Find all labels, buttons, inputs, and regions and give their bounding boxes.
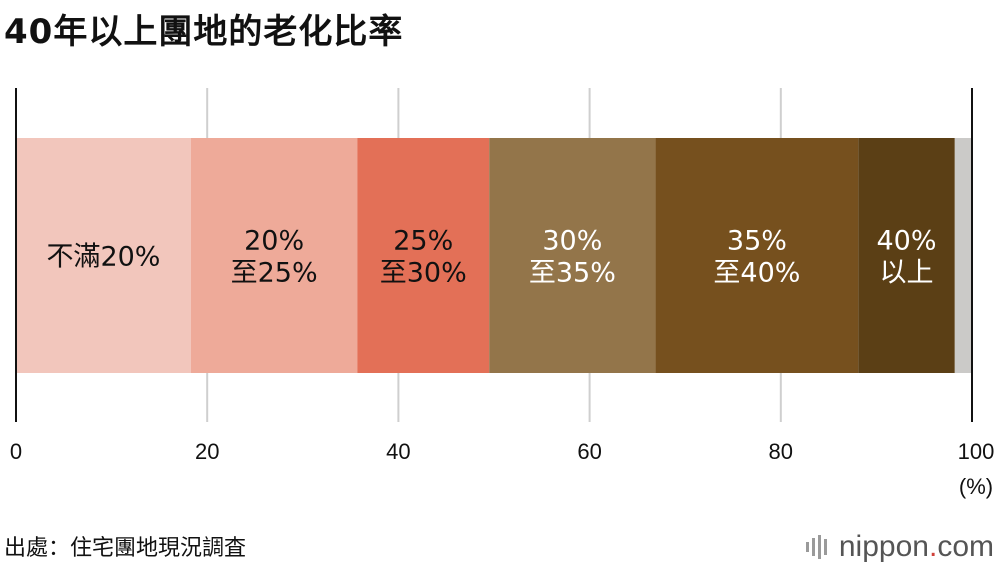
segment-label-5-0: 40% bbox=[877, 226, 937, 257]
bar-segment-1 bbox=[190, 138, 358, 373]
brand-dot: . bbox=[928, 530, 938, 563]
axes: 0 20 40 60 80 100 (%) bbox=[10, 88, 994, 499]
unit-label: (%) bbox=[959, 474, 993, 499]
bar-segment-4 bbox=[655, 138, 859, 373]
bar-segment-3 bbox=[489, 138, 656, 373]
stacked-bar-chart: 不滿20% 20%至25% 25%至30% 30%至35% 35%至40% 40%以上 0… bbox=[10, 88, 994, 499]
brand-prefix: nippon bbox=[838, 530, 929, 563]
bar-segments: 不滿20% 20%至25% 25%至30% 30%至35% 35%至40% 40%以上 bbox=[16, 138, 972, 373]
segment-label-5-1: 以上 bbox=[880, 258, 934, 289]
tick-label-60: 60 bbox=[577, 439, 601, 464]
tick-label-100: 100 bbox=[958, 439, 995, 464]
segment-label-2-0: 25% bbox=[393, 226, 453, 257]
tick-label-0: 0 bbox=[10, 439, 22, 464]
chart-title: 40年以上團地的老化比率 bbox=[4, 12, 404, 52]
brand-logo: nippon.com bbox=[805, 530, 994, 564]
segment-label-1-1: 至25% bbox=[231, 258, 318, 289]
segment-label-2-1: 至30% bbox=[380, 258, 467, 289]
brand-text: nippon.com bbox=[839, 530, 994, 564]
segment-label-3-1: 至35% bbox=[529, 258, 616, 289]
tick-label-20: 20 bbox=[195, 439, 219, 464]
segment-label-3-0: 30% bbox=[542, 226, 602, 257]
segment-label-1-0: 20% bbox=[244, 226, 304, 257]
bar-segment-0 bbox=[16, 138, 191, 373]
segment-label-4-1: 至40% bbox=[713, 258, 800, 289]
source-note: 出處：住宅團地現況調査 bbox=[4, 536, 247, 561]
segment-label-0-0: 不滿20% bbox=[46, 242, 160, 273]
nippon-logo-mark-icon bbox=[805, 535, 827, 559]
brand-suffix: com bbox=[937, 530, 994, 563]
tick-label-80: 80 bbox=[769, 439, 793, 464]
bar-segment-2 bbox=[357, 138, 490, 373]
bar-segment-6 bbox=[954, 138, 972, 373]
bar-segment-5 bbox=[858, 138, 955, 373]
segment-label-4-0: 35% bbox=[727, 226, 787, 257]
tick-label-40: 40 bbox=[386, 439, 410, 464]
